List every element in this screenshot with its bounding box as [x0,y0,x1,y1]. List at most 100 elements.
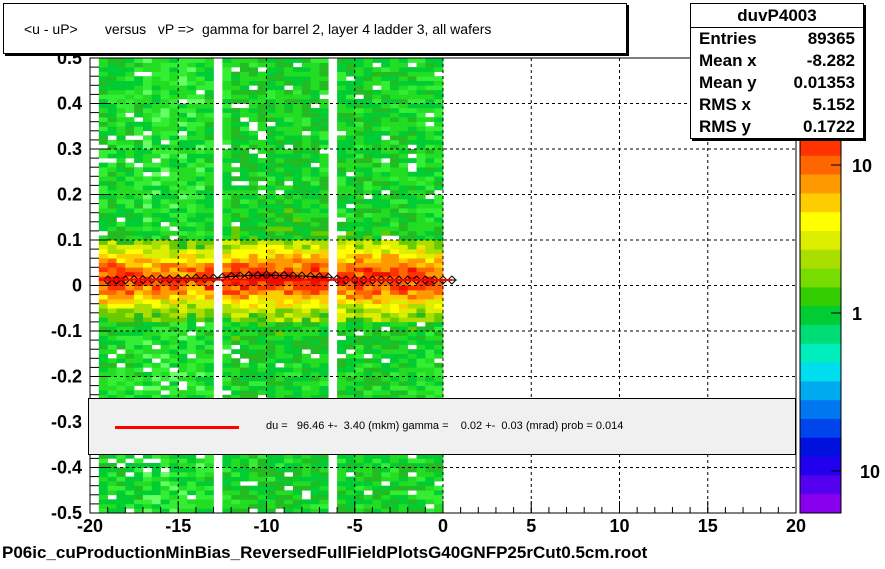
heat-cell [125,335,135,341]
heat-cell [284,153,294,159]
heat-cell [390,472,400,477]
heat-cell [257,371,267,377]
heat-cell [319,294,329,300]
heat-cell [107,89,117,95]
heat-cell [337,249,347,254]
heat-cell [319,376,329,382]
color-scale-band [800,437,841,458]
heat-cell [310,108,320,113]
heat-cell [416,308,426,314]
heat-cell [151,467,161,473]
heat-cell [398,103,409,109]
heat-cell [310,240,320,245]
heat-cell [169,353,179,359]
heat-cell [372,235,382,241]
heat-cell [345,217,356,223]
heat-cell [116,271,126,277]
heat-cell [257,303,267,309]
heat-cell [416,294,426,300]
heat-cell [151,199,161,204]
heat-cell [390,367,400,373]
heat-cell [187,108,197,113]
heat-cell [337,358,347,364]
heat-cell [204,499,214,505]
heat-cell [151,85,161,91]
heat-cell [407,226,417,232]
heat-cell [187,153,197,159]
heat-cell [434,171,444,177]
heat-cell [381,290,391,295]
heat-cell [151,494,161,500]
heat-cell [125,180,135,186]
heat-cell [222,381,232,386]
heat-cell [354,508,364,514]
heat-cell [381,130,391,136]
heat-cell [425,385,435,391]
heat-cell [240,130,250,136]
stats-row-mean-x: Mean x -8.282 [691,50,863,72]
heat-cell [284,221,294,227]
heat-cell [381,385,391,391]
heat-cell [310,349,320,355]
heat-cell [292,476,303,482]
heat-cell [222,203,232,209]
heat-cell [354,276,364,282]
heat-cell [248,312,258,318]
heat-cell [240,367,250,373]
heat-cell [266,208,276,213]
heat-cell [337,312,347,318]
heat-cell [178,221,188,227]
heat-cell [434,340,444,345]
heat-cell [151,349,161,355]
heat-cell [398,390,409,395]
heat-cell [337,280,347,286]
heat-cell [204,158,214,163]
heat-cell [345,326,356,332]
heat-cell [434,94,444,100]
heat-cell [134,262,144,268]
heat-cell [319,249,329,254]
fit-result-text: du = 96.46 +- 3.40 (mkm) gamma = 0.02 +-… [266,420,624,432]
heat-cell [248,344,258,350]
heat-cell [125,230,135,236]
heat-cell [204,176,214,182]
heat-cell [434,349,444,355]
heat-cell [116,290,126,295]
heat-cell [275,144,285,150]
heat-cell [195,62,206,68]
heat-cell [195,340,206,345]
heat-cell [134,294,144,300]
heat-cell [266,80,276,86]
x-tick-label: -20 [77,516,103,536]
heat-cell [151,76,161,82]
heat-cell [398,208,409,213]
heat-cell [160,490,170,496]
heat-cell [125,176,135,182]
heat-cell [240,290,250,295]
stats-label: Entries [699,29,757,48]
heat-cell [125,262,135,268]
heat-cell [160,230,170,236]
heat-cell [292,135,303,141]
y-tick-label: 0.4 [57,94,82,114]
heat-cell [266,321,276,327]
heat-cell [231,167,241,173]
profile-point [173,273,183,284]
heat-cell [425,71,435,77]
heat-cell [310,326,320,332]
heat-cell [116,280,126,286]
heat-cell [116,312,126,318]
heat-cell [398,499,409,505]
heat-cell [222,208,232,213]
heat-cell [292,67,303,72]
heat-cell [425,494,435,500]
heat-cell [116,244,126,250]
heat-cell [345,367,356,373]
heat-cell [248,472,258,477]
heat-cell [398,308,409,314]
heat-cell [301,89,311,95]
heat-cell [116,126,126,132]
heat-cell [372,308,382,314]
heat-cell [240,371,250,377]
heat-cell [257,312,267,318]
